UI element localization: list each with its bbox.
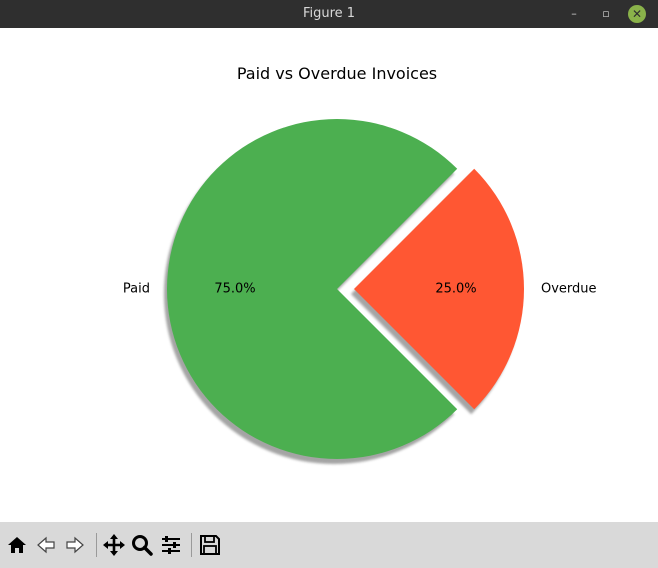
figure-canvas: Paid 75.0% Overdue 25.0% Paid vs Overdue In… xyxy=(0,28,658,522)
minimize-button[interactable]: – xyxy=(571,7,577,20)
back-icon[interactable] xyxy=(33,532,59,558)
toolbar-separator xyxy=(191,533,192,557)
pan-icon[interactable] xyxy=(101,532,127,558)
toolbar-separator xyxy=(96,533,97,557)
save-icon[interactable] xyxy=(197,532,223,558)
home-icon[interactable] xyxy=(4,532,30,558)
pie-chart: Paid 75.0% Overdue 25.0% Paid vs Overdue In… xyxy=(123,64,597,464)
configure-subplots-icon[interactable] xyxy=(158,532,184,558)
slice-pct-label-overdue: 25.0% xyxy=(435,282,476,297)
forward-icon[interactable] xyxy=(62,532,88,558)
chart-title: Paid vs Overdue Invoices xyxy=(237,64,437,83)
window-title: Figure 1 xyxy=(302,6,356,21)
navigation-toolbar xyxy=(0,522,658,568)
slice-label-overdue: Overdue xyxy=(541,282,597,297)
slice-overdue xyxy=(354,168,524,410)
slice-pct-label-paid: 75.0% xyxy=(214,282,255,297)
slice-paid xyxy=(167,118,458,459)
close-button[interactable]: ✕ xyxy=(628,5,646,23)
maximize-button[interactable]: ▫ xyxy=(602,7,610,20)
slice-label-paid: Paid xyxy=(123,282,150,297)
window-titlebar: Figure 1 – ▫ ✕ xyxy=(0,0,658,28)
zoom-icon[interactable] xyxy=(129,532,155,558)
